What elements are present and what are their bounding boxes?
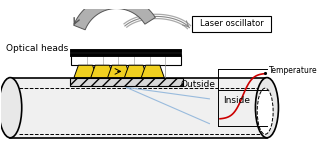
Bar: [10, 78, 267, 138]
Bar: [192, 16, 271, 32]
Polygon shape: [108, 65, 131, 78]
Ellipse shape: [255, 78, 278, 138]
Text: Optical heads: Optical heads: [6, 44, 68, 53]
Polygon shape: [91, 65, 114, 78]
Text: Inside: Inside: [223, 96, 250, 105]
Text: Temperature: Temperature: [269, 66, 317, 75]
Bar: [72, 51, 180, 55]
Polygon shape: [74, 65, 97, 78]
Polygon shape: [141, 65, 164, 78]
Text: Outside: Outside: [180, 80, 216, 89]
Bar: [69, 78, 183, 86]
Bar: [71, 55, 181, 65]
Ellipse shape: [0, 78, 22, 138]
Polygon shape: [124, 65, 148, 78]
Text: Laser oscillator: Laser oscillator: [200, 19, 263, 28]
Polygon shape: [74, 0, 155, 30]
Ellipse shape: [257, 88, 273, 134]
